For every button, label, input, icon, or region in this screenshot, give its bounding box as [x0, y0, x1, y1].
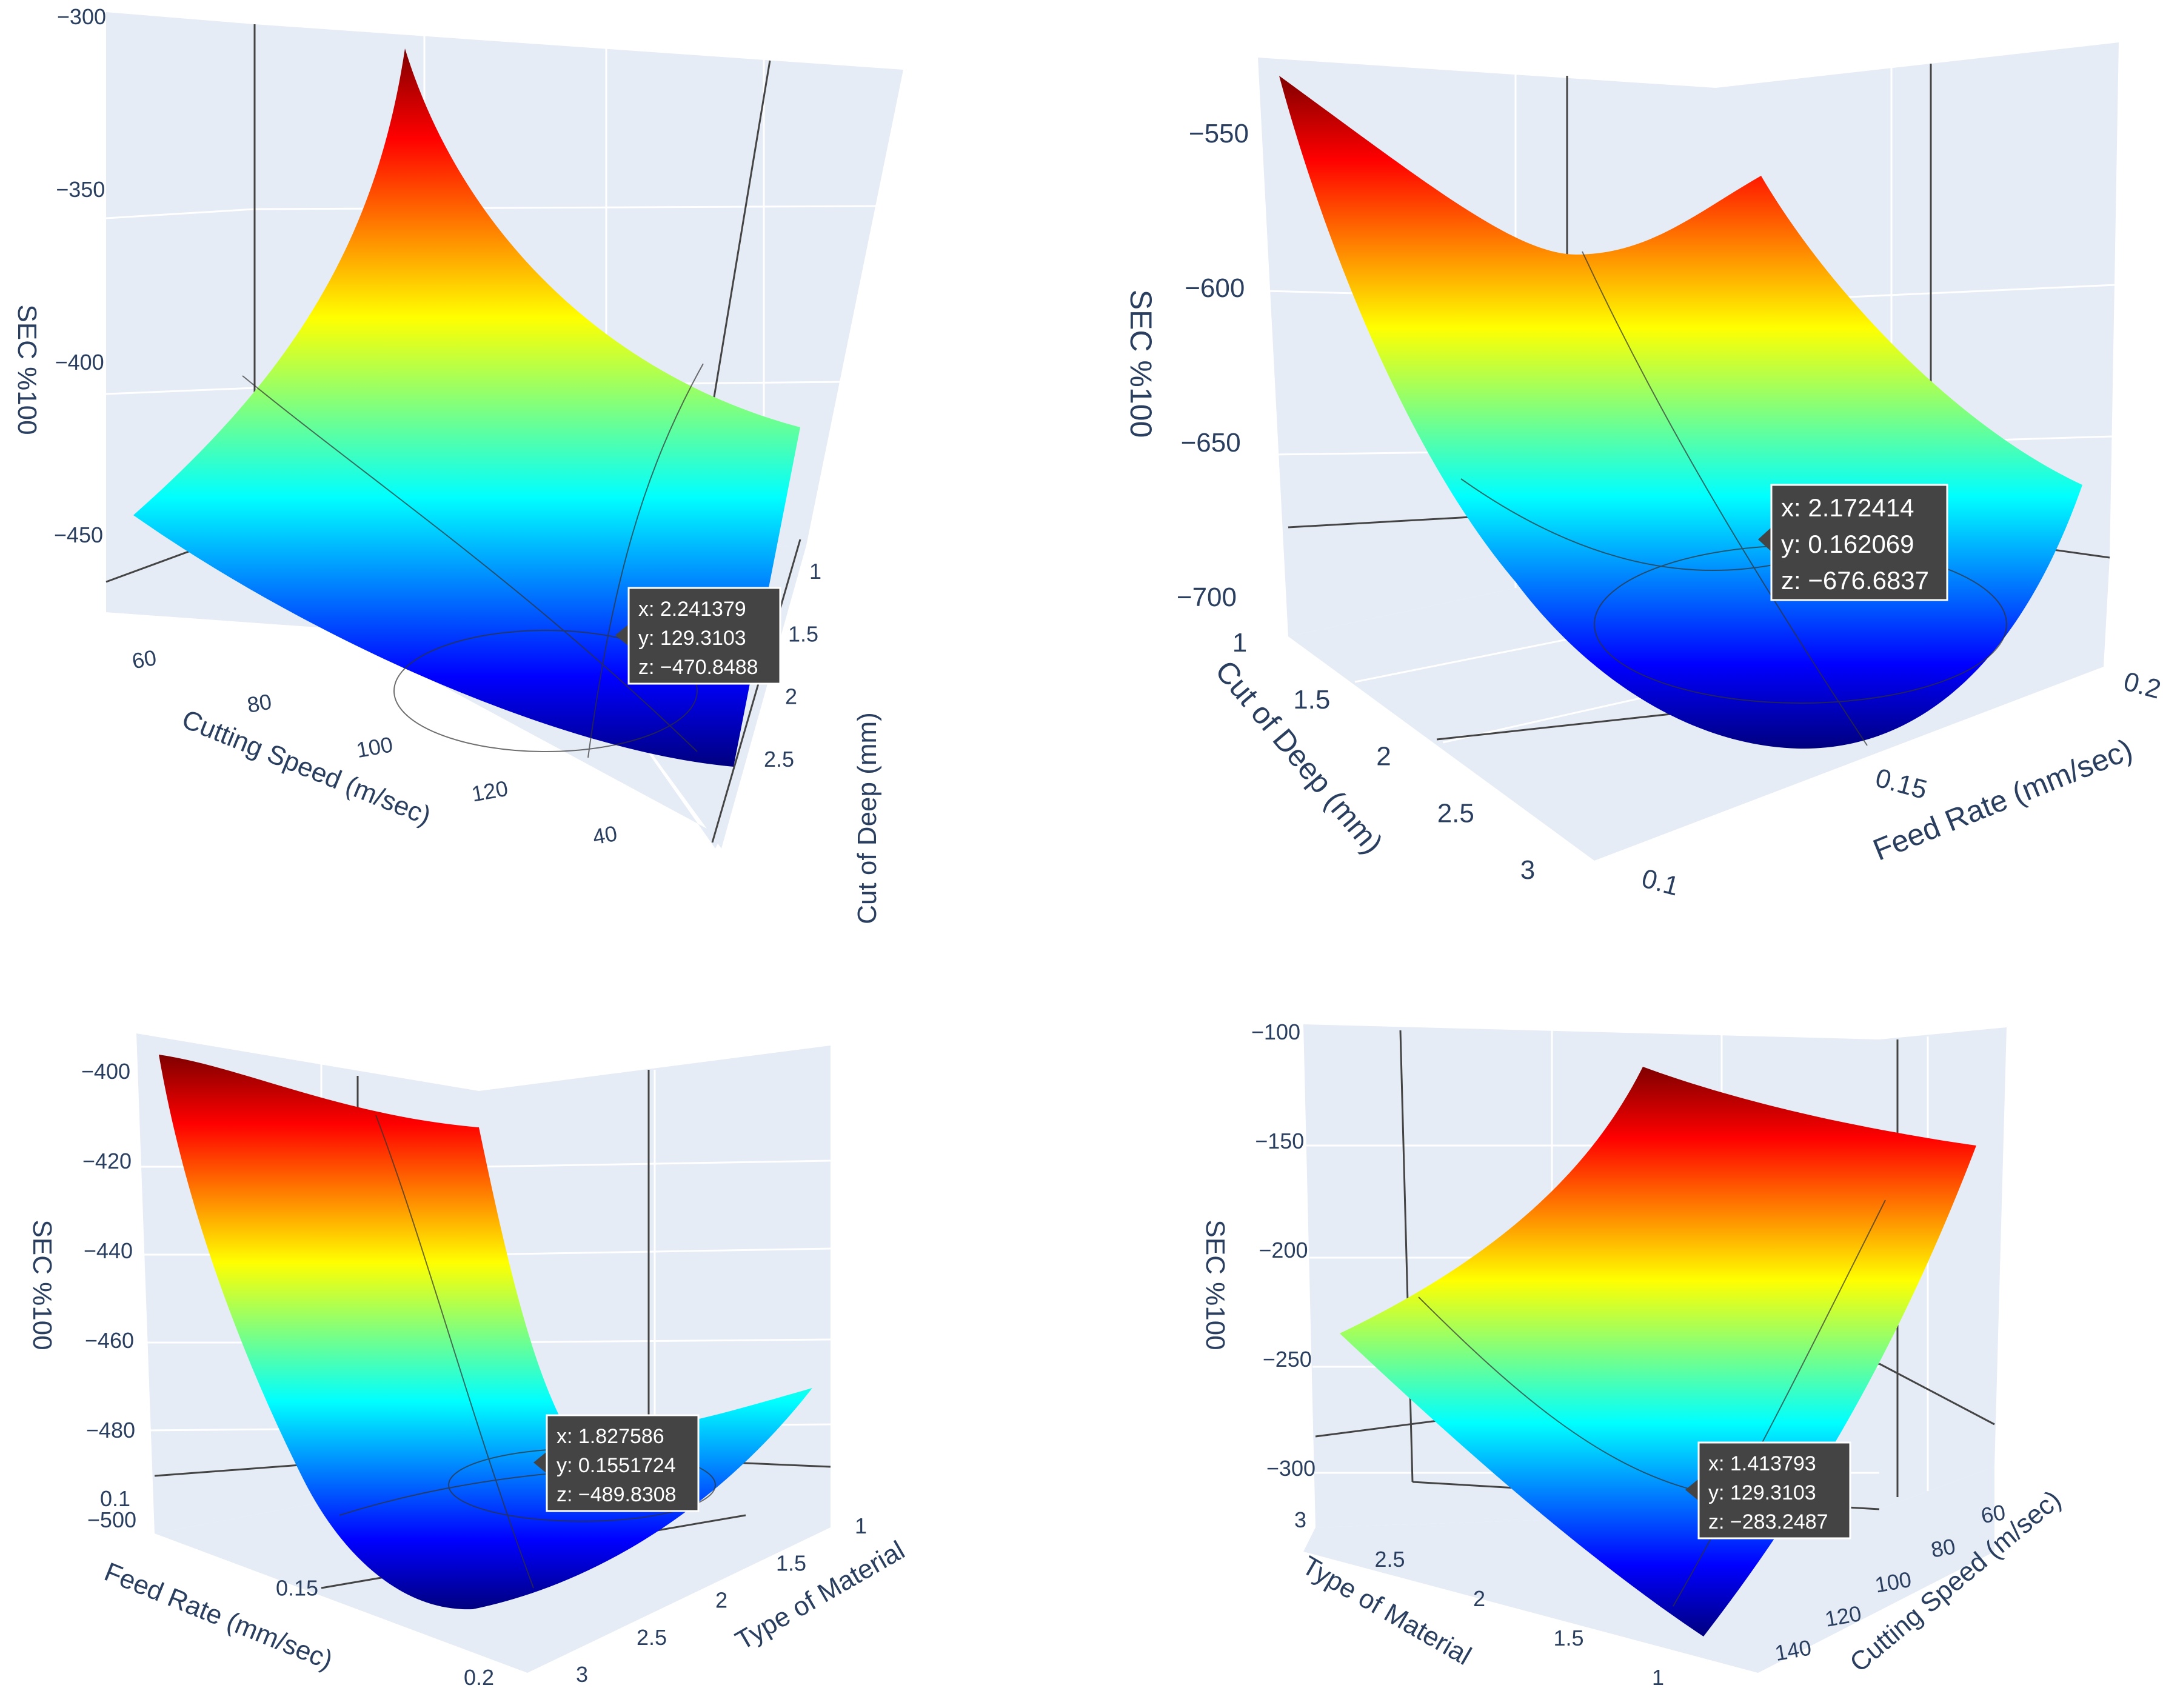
z-tick-label: −440	[84, 1238, 133, 1263]
x-tick-label: 2	[1376, 742, 1391, 772]
tooltip-z: z: −470.8488	[638, 656, 758, 679]
x-tick-label: 2.5	[637, 1625, 667, 1650]
z-axis-ticks: −300 −350 −400 −450	[54, 4, 106, 547]
y-tick-label: 0.15	[276, 1576, 318, 1601]
z-tick-label: −200	[1259, 1238, 1308, 1263]
z-axis-title: SEC %100	[1200, 1219, 1230, 1350]
x-axis-ticks: 1 1.5 2 2.5 3	[576, 1513, 867, 1687]
y-tick-label: 120	[470, 776, 510, 807]
tooltip-y: y: 129.3103	[1708, 1481, 1816, 1504]
z-tick-label: −400	[81, 1059, 130, 1084]
z-tick-label: −150	[1255, 1129, 1304, 1153]
tooltip-box	[546, 1414, 700, 1512]
hover-tooltip: x: 1.827586 y: 0.1551724 z: −489.8308	[533, 1414, 700, 1512]
tooltip-y: y: 0.1551724	[557, 1454, 676, 1477]
y-tick-label: 100	[355, 732, 395, 762]
x-tick-label: 3	[576, 1662, 588, 1687]
z-tick-label: −700	[1177, 582, 1237, 612]
y-tick-label: 0.1	[1639, 863, 1682, 901]
hover-tooltip: x: 1.413793 y: 129.3103 z: −283.2487	[1685, 1441, 1851, 1540]
z-tick-label: −100	[1251, 1019, 1300, 1044]
tooltip-pointer	[533, 1452, 547, 1473]
z-tick-label: −350	[56, 177, 105, 202]
tooltip-x: x: 1.413793	[1708, 1452, 1816, 1475]
x-tick-label: 2.5	[764, 747, 794, 772]
x-axis-ticks: 1 1.5 2 2.5 3	[1232, 628, 1535, 885]
y-axis-ticks: 0.1 0.15 0.2	[100, 1486, 494, 1690]
z-tick-label: −400	[55, 350, 104, 375]
z-axis-title: SEC %100	[27, 1219, 57, 1350]
surface-contour	[1418, 1199, 1886, 1607]
z-tick-label: −500	[87, 1507, 136, 1532]
surface-contour	[242, 363, 704, 758]
x-tick-label: 1	[855, 1513, 867, 1538]
z-tick-label: −420	[82, 1149, 132, 1173]
x-tick-label: 1	[1232, 628, 1247, 658]
y-tick-label: 60	[130, 645, 159, 673]
z-tick-label: −250	[1263, 1347, 1312, 1372]
z-tick-label: −600	[1185, 273, 1245, 303]
tooltip-box	[627, 587, 781, 685]
z-tick-label: −460	[85, 1328, 134, 1353]
y-tick-label: 60	[1979, 1500, 2008, 1528]
hover-tooltip: x: 2.172414 y: 0.162069 z: −676.6837	[1758, 484, 1948, 601]
z-tick-label: −650	[1181, 428, 1241, 458]
x-tick-label: 1	[1652, 1665, 1664, 1690]
z-axis-ticks: −550 −600 −650 −700	[1177, 119, 1249, 612]
z-axis-ticks: −100 −150 −200 −250 −300	[1251, 1019, 1316, 1481]
x-tick-label: 3	[1520, 855, 1535, 885]
z-tick-label: −300	[1266, 1456, 1316, 1481]
y-tick-label: 0.2	[2121, 666, 2163, 704]
tooltip-x: x: 1.827586	[557, 1425, 664, 1448]
tooltip-box	[1697, 1441, 1851, 1540]
x-tick-label: 2.5	[1374, 1547, 1405, 1572]
x-tick-label: 2.5	[1437, 798, 1474, 828]
x-tick-label: 3	[1294, 1507, 1306, 1532]
surface-plot-2[interactable]: 11.522.53 0.10.150.2 −550−600−650−700 Cu…	[1124, 42, 2163, 902]
tooltip-x: x: 2.241379	[638, 598, 746, 621]
y-tick-label: 0.1	[100, 1486, 130, 1511]
x-tick-label: 2	[1473, 1586, 1485, 1611]
tooltip-pointer	[1758, 527, 1771, 552]
x-tick-label: 2	[785, 684, 797, 709]
z-axis-title: SEC %100	[12, 304, 42, 435]
y-tick-label: 80	[1929, 1533, 1957, 1562]
surface-plot-3[interactable]: 1 1.5 2 2.5 3 0.1 0.15 0.2 −400 −420 −440 −460 −48…	[27, 1033, 910, 1690]
tooltip-y: y: 129.3103	[638, 627, 746, 650]
z-tick-label: −450	[54, 522, 103, 547]
x-tick-label: 1.5	[1293, 685, 1330, 715]
surface	[1340, 1067, 1976, 1636]
tooltip-z: z: −283.2487	[1708, 1510, 1828, 1533]
z-axis-title: SEC %100	[1124, 290, 1158, 438]
x-tick-label: 1	[809, 559, 821, 584]
x-tick-label: 2	[715, 1588, 727, 1613]
x-tick-label: 1.5	[1553, 1626, 1583, 1650]
z-axis-ticks: −400 −420 −440 −460 −480 −500	[81, 1059, 136, 1532]
tooltip-y: y: 0.162069	[1781, 530, 1914, 558]
tooltip-z: z: −489.8308	[557, 1483, 677, 1506]
tooltip-pointer	[615, 624, 629, 646]
tooltip-pointer	[1685, 1479, 1699, 1501]
x-axis-ticks: 3 2.5 2 1.5 1	[1294, 1507, 1664, 1690]
x-tick-label: 1.5	[776, 1550, 806, 1575]
x-tick-label: 1.5	[788, 621, 818, 646]
y-axis-title: Cutting Speed (m/sec)	[178, 704, 435, 831]
z-tick-label: −480	[86, 1418, 135, 1443]
y-tick-label: 40	[591, 821, 620, 849]
tooltip-z: z: −676.6837	[1781, 566, 1929, 595]
tooltip-box	[1770, 484, 1948, 601]
y-tick-label: 0.15	[1873, 763, 1930, 805]
surface-plot-1[interactable]: 1 1.5 2 2.5 60 80 100 120 40 −300 −350 −400 −450 C…	[12, 4, 903, 924]
tooltip-x: x: 2.172414	[1781, 493, 1914, 522]
y-tick-label: 0.2	[464, 1665, 494, 1690]
z-tick-label: −550	[1189, 119, 1249, 148]
x-axis-ticks: 1 1.5 2 2.5	[764, 559, 821, 772]
z-tick-label: −300	[57, 4, 106, 29]
y-tick-label: 80	[246, 689, 274, 718]
x-axis-title: Cut of Deep (mm)	[852, 712, 882, 924]
hover-tooltip: x: 2.241379 y: 129.3103 z: −470.8488	[615, 587, 781, 685]
